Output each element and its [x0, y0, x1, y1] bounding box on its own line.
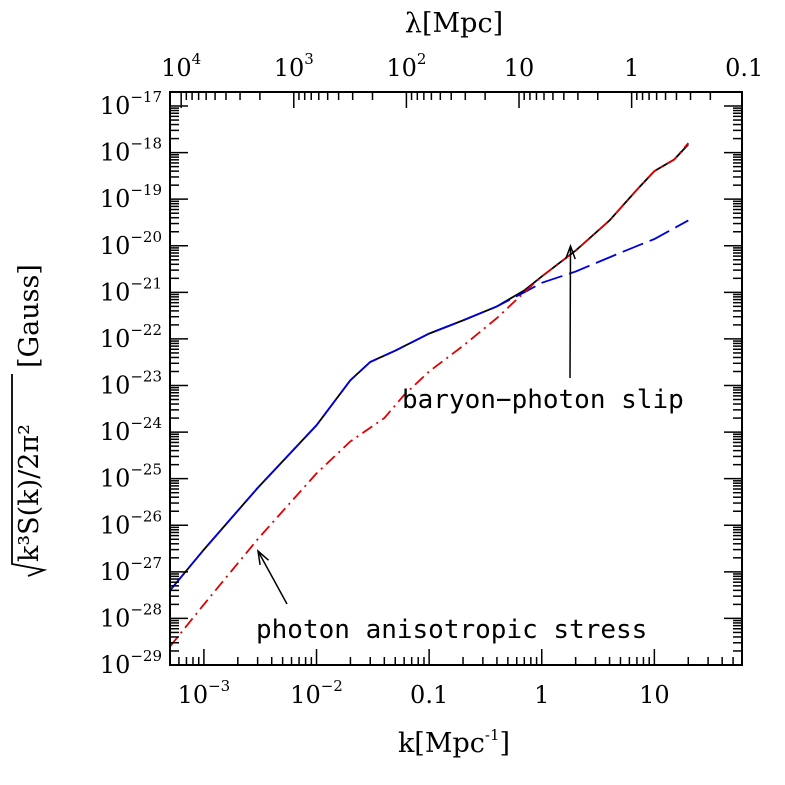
- x-axis-title: k[Mpc-1]: [398, 726, 510, 759]
- top-axis-title: λ[Mpc]: [405, 8, 503, 39]
- x-tick-label: 0.1: [410, 681, 448, 709]
- y-tick-label: 10−20: [100, 228, 162, 260]
- top-tick-label: 10: [504, 54, 535, 82]
- y-tick-label: 10−26: [100, 507, 162, 539]
- top-tick-label: 104: [161, 50, 201, 82]
- annotation-arrow-stress: [256, 549, 288, 605]
- y-tick-label: 10−18: [100, 135, 162, 167]
- top-tick-label: 1: [624, 54, 639, 82]
- sqrt-radical: [11, 374, 48, 577]
- x-tick-label: 1: [534, 681, 549, 709]
- y-tick-label: 10−21: [100, 274, 162, 306]
- x-tick-label: 10−2: [290, 677, 343, 709]
- y-axis-title: k³S(k)/2π² [Gauss]: [11, 264, 48, 577]
- y-tick-label: 10−22: [100, 321, 162, 353]
- series-3-line: [169, 142, 689, 648]
- top-tick-label: 0.1: [725, 54, 763, 82]
- y-tick-label: 10−28: [100, 600, 162, 632]
- y-tick-label: 10−29: [100, 647, 162, 679]
- annotation-arrow-slip: [564, 243, 576, 379]
- top-tick-label: 103: [274, 50, 314, 82]
- y-tick-label: 10−27: [100, 554, 162, 586]
- x-tick-label: 10: [639, 681, 670, 709]
- annotations: baryon−photon slip photon anisotropic str…: [256, 243, 684, 645]
- series-2-line: [169, 219, 689, 591]
- y-axis-title-outer: [Gauss]: [14, 264, 45, 368]
- chart-curves: [169, 142, 689, 648]
- annotation-photon-anisotropic-stress: photon anisotropic stress: [256, 615, 647, 645]
- top-tick-label: 102: [386, 50, 426, 82]
- y-tick-label: 10−25: [100, 461, 162, 493]
- y-axis-title-inner: k³S(k)/2π²: [14, 424, 45, 562]
- x-tick-label: 10−3: [178, 677, 231, 709]
- y-tick-label: 10−24: [100, 414, 162, 446]
- y-tick-label: 10−17: [100, 88, 162, 120]
- series-1-line: [169, 143, 689, 591]
- y-tick-label: 10−19: [100, 181, 162, 213]
- annotation-baryon-photon-slip: baryon−photon slip: [402, 385, 684, 415]
- axis-ticks: [169, 91, 743, 666]
- plot-frame: [169, 91, 743, 666]
- y-tick-label: 10−23: [100, 368, 162, 400]
